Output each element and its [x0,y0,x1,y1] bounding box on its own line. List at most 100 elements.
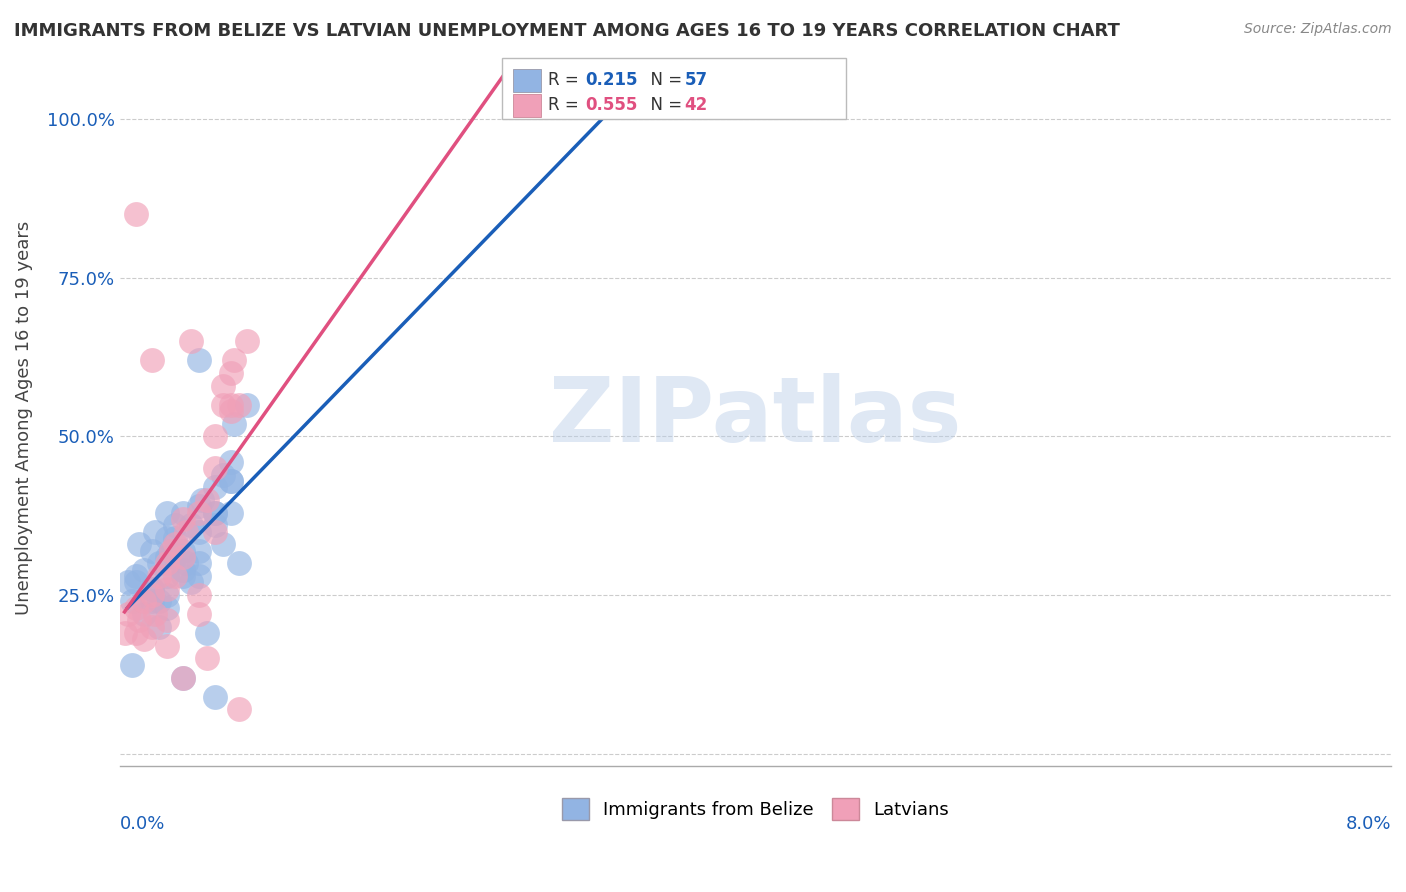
Text: 8.0%: 8.0% [1346,815,1391,833]
Point [219,398,242,412]
Point [219,404,242,418]
Point [212,378,235,392]
Point [195,626,218,640]
Point [219,474,242,488]
Point [180,518,202,533]
Text: R =: R = [548,71,585,89]
Point [204,524,226,539]
Point [148,620,170,634]
Point [143,524,166,539]
Point [172,543,194,558]
Point [228,702,250,716]
Point [143,607,166,621]
Point [165,569,187,583]
Point [148,557,170,571]
Point [141,582,163,596]
Text: 42: 42 [685,96,709,114]
Point [228,398,250,412]
Point [204,518,226,533]
Point [195,651,218,665]
Point [212,467,235,482]
Point [219,506,242,520]
Point [172,549,194,564]
Y-axis label: Unemployment Among Ages 16 to 19 years: Unemployment Among Ages 16 to 19 years [15,220,32,615]
Text: ZIPatlas: ZIPatlas [550,374,962,461]
Text: R =: R = [548,96,585,114]
Text: IMMIGRANTS FROM BELIZE VS LATVIAN UNEMPLOYMENT AMONG AGES 16 TO 19 YEARS CORRELA: IMMIGRANTS FROM BELIZE VS LATVIAN UNEMPL… [14,22,1121,40]
Point [156,639,179,653]
Point [219,455,242,469]
Point [114,626,136,640]
Point [204,429,226,443]
Point [156,569,179,583]
Point [195,492,218,507]
Point [204,461,226,475]
Legend: Immigrants from Belize, Latvians: Immigrants from Belize, Latvians [554,790,956,827]
Point [132,632,155,647]
Point [159,543,181,558]
Point [156,582,179,596]
Point [188,588,211,602]
Text: 0.555: 0.555 [585,96,637,114]
Point [141,588,163,602]
Point [148,594,170,608]
Point [180,575,202,590]
Point [172,671,194,685]
Point [188,607,211,621]
Point [212,537,235,551]
Point [224,353,246,368]
Point [204,506,226,520]
Point [176,524,198,539]
Point [172,671,194,685]
Point [188,500,211,514]
Text: 57: 57 [685,71,707,89]
Point [156,531,179,545]
Point [124,575,146,590]
Point [172,506,194,520]
Point [124,626,146,640]
Point [141,582,163,596]
Point [204,480,226,494]
Point [204,506,226,520]
Point [132,594,155,608]
Point [132,563,155,577]
Point [212,398,235,412]
Point [204,690,226,704]
Point [172,569,194,583]
Point [180,334,202,349]
Text: 0.0%: 0.0% [120,815,165,833]
Text: N =: N = [640,71,688,89]
Point [148,569,170,583]
Point [188,569,211,583]
Point [124,569,146,583]
Point [159,543,181,558]
Point [188,506,211,520]
Point [188,557,211,571]
Point [176,557,198,571]
Point [219,474,242,488]
Point [236,398,259,412]
Point [121,657,143,672]
Point [172,563,194,577]
Point [172,512,194,526]
Point [219,366,242,380]
Point [165,531,187,545]
Point [117,607,139,621]
Point [188,353,211,368]
Point [156,588,179,602]
Point [156,557,179,571]
Point [132,607,155,621]
Point [165,549,187,564]
Text: Source: ZipAtlas.com: Source: ZipAtlas.com [1244,22,1392,37]
Text: 0.215: 0.215 [585,71,637,89]
Point [188,524,211,539]
Point [228,557,250,571]
Point [128,537,150,551]
Point [224,417,246,431]
Point [124,600,146,615]
Point [156,506,179,520]
Point [236,334,259,349]
Point [165,537,187,551]
Point [188,543,211,558]
Point [141,594,163,608]
